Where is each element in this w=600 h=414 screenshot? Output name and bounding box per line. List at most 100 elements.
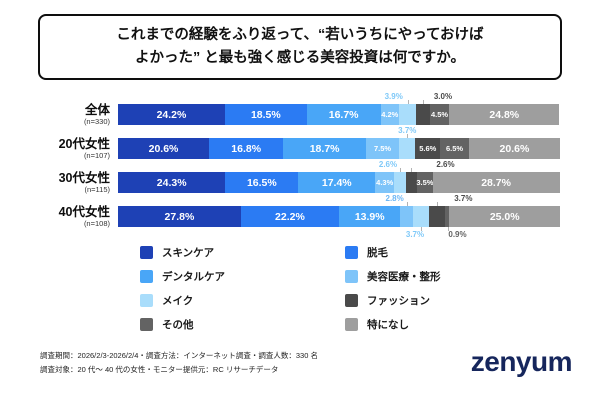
legend-item: 美容医療・整形 [345,269,550,284]
bar-segment: 7.5% [365,138,400,160]
bar-segment: 16.8% [209,138,284,160]
callout-value-label: 3.7% [398,126,417,136]
segment-value-label: 6.5% [445,144,464,154]
bar-segment: 13.9% [338,206,401,228]
segment-value-label: 25.0% [489,210,520,223]
legend-item: デンタルケア [140,269,345,284]
callout-value-label: 2.6% [378,160,398,170]
legend-swatch [345,270,358,284]
legend-item: スキンケア [140,245,345,260]
legend-swatch [140,270,153,284]
bar-segment [412,206,430,228]
bar-segment: 27.8% [118,206,241,228]
segment-value-label: 13.9% [354,210,385,223]
segment-value-label: 18.5% [250,108,281,121]
title-line-1: これまでの経験をふり返って、“若いうちにやっておけば [116,27,484,43]
survey-note-line-1: 調査期間：2026/2/3-2026/2/4・調査方法：インターネット調査・調査… [40,351,318,361]
bar-segment [400,206,413,228]
chart-row: 40代女性 (n=108) 27.8% 22.2% 13.9% 2.8% 3.7% 3.7% 0… [10,194,560,239]
bar-segment: 4.3% [375,172,395,194]
segment-value-label: 16.7% [328,108,359,121]
callout-value-label: 0.9% [448,230,467,240]
legend-swatch [140,318,153,332]
bar-segment [394,172,406,194]
callout-leader-line [406,202,408,207]
row-label: 30代女性 (n=115) [10,172,118,193]
legend-label: スキンケア [162,247,215,260]
row-category: 20代女性 [58,137,110,152]
legend-item: 脱毛 [345,245,550,260]
row-category: 30代女性 [58,171,110,186]
bar-segment: 24.3% [118,172,226,194]
segment-value-label: 18.7% [309,142,340,155]
bar-segment: 24.2% [118,104,225,126]
bar-segment [399,104,417,126]
callout-leader-line [437,202,439,207]
footer: 調査期間：2026/2/3-2026/2/4・調査方法：インターネット調査・調査… [40,346,573,378]
callout-leader-line [399,168,401,173]
legend-label: 特になし [367,319,409,332]
callout-value-label: 3.0% [433,92,453,102]
bar-segment: 4.5% [429,104,450,126]
legend-swatch [345,318,358,332]
segment-value-label: 4.3% [376,178,394,188]
bar: 20.6% 16.8% 18.7% 7.5% 3.7% 5.6% 6.5% 20.6% [118,126,560,160]
legend-label: メイク [162,295,194,308]
legend-item: その他 [140,317,345,332]
bar-segment [429,206,446,228]
title-line-2: よかった” と最も強く感じる美容投資は何ですか。 [135,50,465,67]
row-sample-size: (n=330) [83,116,110,126]
legend-label: 美容医療・整形 [367,271,441,284]
legend-swatch [140,246,153,260]
segment-value-label: 17.4% [321,176,352,189]
callout-leader-line [407,134,409,139]
segment-value-label: 16.5% [246,176,277,189]
segment-value-label: 22.2% [275,210,305,223]
bar-segment: 22.2% [240,206,339,228]
segment-value-label: 20.6% [499,142,530,155]
bar-segment: 18.5% [224,104,307,126]
bar-segment: 18.7% [283,138,366,160]
legend-label: 脱毛 [367,247,388,260]
row-sample-size: (n=108) [83,218,110,228]
legend-item: 特になし [345,317,550,332]
callout-leader-line [447,227,449,232]
legend-item: メイク [140,293,345,308]
bar: 24.2% 18.5% 16.7% 4.2% 3.9% 3.0% 4.5% 24.8% [118,92,560,126]
callout-value-label: 3.7% [454,194,473,204]
segment-value-label: 3.5% [416,178,434,188]
chart-row: 20代女性 (n=107) 20.6% 16.8% 18.7% 7.5% 3.7% 5.6% 6… [10,126,560,160]
legend: スキンケア 脱毛 デンタルケア 美容医療・整形 メイク ファッション その他 特になし [140,245,600,332]
legend-swatch [345,246,358,260]
bar-segment: 4.2% [380,104,400,126]
bar-segment: 25.0% [449,206,560,228]
bar-segment: 6.5% [440,138,469,160]
segment-value-label: 20.6% [148,142,179,155]
row-sample-size: (n=115) [84,184,110,194]
survey-notes: 調査期間：2026/2/3-2026/2/4・調査方法：インターネット調査・調査… [40,349,318,376]
bar: 24.3% 16.5% 17.4% 4.3% 2.6% 2.6% 3.5% 28.7% [118,160,560,194]
segment-value-label: 4.2% [381,110,399,120]
row-label: 20代女性 (n=107) [10,138,118,159]
bar-segment: 20.6% [118,138,210,160]
stacked-bar-chart: 全体 (n=330) 24.2% 18.5% 16.7% 4.2% 3.9% 3.0% 4.5%… [10,92,560,239]
bar-segment: 28.7% [432,172,560,194]
survey-note-line-2: 調査対象：20 代〜 40 代の女性・モニター提供元：RC リサーチデータ [40,364,279,374]
segment-value-label: 7.5% [373,144,392,154]
bar-segment: 20.6% [468,138,560,160]
callout-leader-line [407,100,409,105]
chart-row: 全体 (n=330) 24.2% 18.5% 16.7% 4.2% 3.9% 3.0% 4.5%… [10,92,560,126]
callout-value-label: 2.8% [385,194,404,204]
segment-value-label: 28.7% [481,176,511,189]
bar-segment [445,206,450,228]
bar-segment [399,138,416,160]
legend-label: デンタルケア [162,271,225,284]
chart-row: 30代女性 (n=115) 24.3% 16.5% 17.4% 4.3% 2.6% 2.6% 3… [10,160,560,194]
callout-value-label: 3.9% [384,92,403,102]
row-category: 40代女性 [58,205,110,220]
callout-value-label: 2.6% [436,160,455,170]
legend-swatch [140,294,153,308]
row-label: 40代女性 (n=108) [10,206,118,227]
bar-segment: 17.4% [298,172,376,194]
zenyum-logo: zenyum [470,346,573,378]
